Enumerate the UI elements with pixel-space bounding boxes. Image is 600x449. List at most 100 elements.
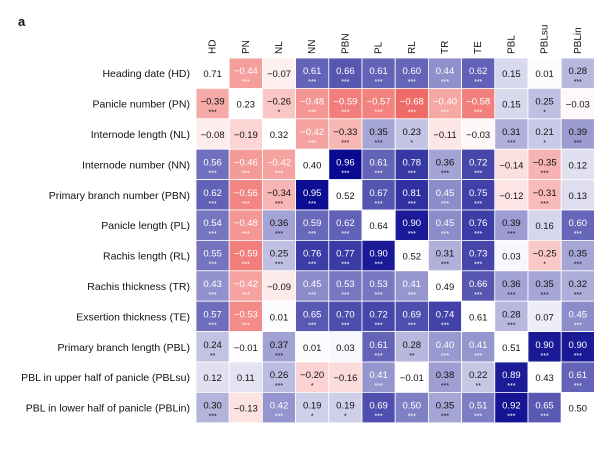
significance-mark: ***: [541, 414, 549, 421]
significance-mark: ***: [209, 231, 217, 238]
cell-value: 0.61: [469, 312, 488, 323]
significance-mark: ***: [209, 322, 217, 329]
cell-value: 0.61: [369, 66, 388, 77]
heatmap-cell: [361, 391, 396, 424]
cell-value: 0.61: [303, 66, 322, 77]
heatmap-cell: [228, 391, 263, 424]
cell-value: 0.28: [502, 309, 521, 320]
cell-value: 0.25: [535, 97, 554, 108]
cell-value: −0.59: [333, 97, 357, 108]
cell-value: 0.12: [203, 373, 222, 384]
heatmap-cell: [527, 300, 562, 333]
significance-mark: ***: [308, 231, 316, 238]
cell-value: 0.11: [237, 373, 255, 384]
column-label: NN: [307, 40, 318, 54]
significance-mark: ***: [275, 170, 283, 177]
significance-mark: ***: [474, 414, 482, 421]
cell-value: −0.68: [400, 97, 424, 108]
heatmap-cell: [261, 209, 296, 241]
heatmap-cell: [328, 391, 363, 424]
cell-value: 0.15: [502, 100, 521, 111]
cell-value: −0.44: [234, 66, 258, 77]
cell-value: 0.70: [336, 309, 355, 320]
cell-value: 0.32: [270, 130, 289, 141]
cell-value: 0.28: [403, 340, 422, 351]
cell-value: 0.13: [569, 191, 588, 202]
significance-mark: ***: [308, 110, 316, 117]
significance-mark: ***: [441, 322, 449, 329]
cell-value: 0.31: [502, 127, 521, 138]
heatmap-cell: [461, 270, 496, 302]
heatmap-cell: [361, 270, 396, 302]
cell-value: 0.89: [502, 370, 521, 381]
cell-value: 0.69: [403, 309, 422, 320]
row-label: PBL in lower half of panicle (PBLin): [26, 403, 190, 415]
cell-value: 0.66: [336, 66, 355, 77]
significance-mark: *: [543, 262, 546, 269]
significance-mark: **: [210, 353, 216, 360]
cell-value: 0.61: [569, 370, 588, 381]
heatmap-cell: [228, 118, 263, 150]
significance-mark: ***: [308, 262, 316, 269]
cell-value: −0.56: [234, 188, 258, 199]
heatmap-cell: [461, 331, 496, 363]
significance-mark: ***: [507, 140, 515, 147]
row-label: Panicle number (PN): [93, 99, 190, 111]
cell-value: −0.07: [267, 69, 291, 80]
cell-value: 0.35: [436, 401, 455, 412]
significance-mark: ***: [242, 170, 250, 177]
cell-value: 0.28: [569, 66, 588, 77]
significance-mark: ***: [275, 231, 283, 238]
cell-value: −0.42: [267, 157, 291, 168]
heatmap-cell: [295, 361, 330, 393]
cell-value: 0.15: [502, 69, 521, 80]
cell-value: −0.48: [300, 97, 324, 108]
heatmap-cell: [560, 148, 595, 180]
heatmap-cell: [228, 331, 263, 363]
heatmap-cell: [461, 179, 496, 211]
cell-value: 0.19: [336, 401, 355, 412]
cell-value: 0.36: [436, 157, 455, 168]
significance-mark: ***: [474, 231, 482, 238]
cell-value: 0.64: [369, 221, 388, 232]
heatmap-cell: [427, 88, 462, 120]
cell-value: 0.72: [369, 309, 388, 320]
heatmap-cell: [295, 239, 330, 272]
cell-value: 0.35: [569, 249, 588, 260]
cell-value: −0.09: [267, 282, 291, 293]
diagonal-cell: [328, 179, 363, 211]
heatmap-cell: [261, 270, 296, 302]
cell-value: −0.08: [201, 130, 225, 141]
cell-value: 0.30: [203, 401, 222, 412]
cell-value: 0.61: [369, 157, 388, 168]
cell-value: −0.31: [533, 188, 557, 199]
cell-value: 0.19: [303, 401, 322, 412]
cell-value: 0.50: [403, 401, 422, 412]
significance-mark: ***: [474, 262, 482, 269]
significance-mark: ***: [375, 383, 383, 390]
heatmap-cell: [261, 300, 296, 333]
cell-value: 0.03: [336, 343, 355, 354]
row-label: Rachis length (RL): [103, 251, 190, 263]
heatmap-cell: [461, 391, 496, 424]
significance-mark: ***: [541, 292, 549, 299]
row-label: Primary branch length (PBL): [58, 342, 190, 354]
heatmap-cell: [228, 57, 263, 89]
significance-mark: ***: [209, 262, 217, 269]
significance-mark: ***: [474, 201, 482, 208]
row-label: Primary branch number (PBN): [49, 190, 190, 202]
cell-value: 0.35: [535, 279, 554, 290]
cell-value: 0.72: [469, 157, 488, 168]
significance-mark: ***: [408, 231, 416, 238]
panel-label: a: [18, 14, 26, 29]
heatmap-cell: [228, 300, 263, 333]
heatmap-cell: [461, 209, 496, 241]
significance-mark: ***: [209, 292, 217, 299]
heatmap-cell: [228, 148, 263, 180]
significance-mark: ***: [375, 414, 383, 421]
heatmap-cell: [328, 270, 363, 302]
cell-value: 0.76: [303, 249, 322, 260]
heatmap-cell: [328, 88, 363, 120]
cell-value: 0.75: [469, 188, 488, 199]
